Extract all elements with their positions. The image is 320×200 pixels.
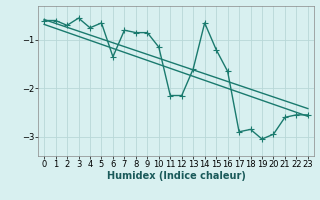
X-axis label: Humidex (Indice chaleur): Humidex (Indice chaleur) (107, 171, 245, 181)
